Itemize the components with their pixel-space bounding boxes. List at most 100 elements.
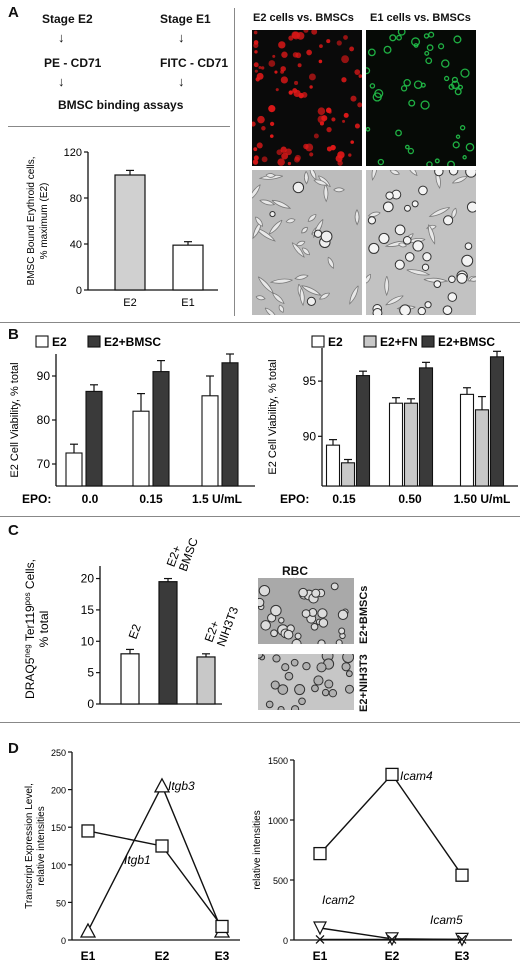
D-right-marker-icam4 [313, 846, 327, 861]
flow-arrow-4: ↓ [178, 74, 185, 89]
round-cell [298, 587, 308, 598]
cell-dot [343, 35, 348, 40]
D-left-series-label: Itgb1 [124, 853, 151, 867]
cell-dot [335, 154, 343, 162]
round-cell [345, 670, 353, 678]
D-left-y-tick-label: 200 [51, 786, 66, 796]
B-right-y-tick-label: 95 [303, 374, 317, 388]
cell-dot [268, 105, 276, 113]
c-bar [196, 656, 216, 705]
round-cell [298, 697, 306, 706]
round-cell [283, 629, 294, 640]
cell-dot [303, 30, 309, 33]
stromal-cell [301, 226, 308, 234]
chart-b-left: 70 80 90 E2 Cell Viability, % total E2 E2+BMS… [9, 335, 255, 506]
cell-dot [377, 158, 385, 166]
cell-dot [453, 35, 462, 44]
c-bar-label: E2+BMSC [164, 531, 201, 573]
fluorescence-image-e1 [366, 30, 476, 166]
B-right-legend-swatch [421, 335, 435, 348]
stromal-cell [303, 171, 309, 185]
D-right-marker-icam5 [457, 934, 467, 944]
round-cell [330, 582, 339, 591]
cell-dot [367, 48, 376, 57]
stromal-cell [428, 224, 436, 245]
D-left-y-tick-label: 250 [51, 748, 66, 758]
D-right-marker-icam4 [385, 767, 399, 782]
panel-letter-b: B [8, 326, 19, 343]
D-right-series-line [319, 773, 463, 876]
stromal-cell [257, 276, 275, 295]
stromal-cell [406, 269, 431, 276]
cell-dot [447, 160, 455, 166]
flow-stage-e2: Stage E2 [42, 12, 93, 26]
round-cell [448, 275, 456, 284]
chart-c-bar: 0 5 10 15 20 DRAQ5neg Ter119pos Cells,% total… [23, 531, 241, 711]
stromal-cell [385, 295, 404, 306]
flow-stage-e1: Stage E1 [160, 12, 211, 26]
round-cell [418, 185, 428, 196]
stromal-cell [299, 287, 305, 307]
cell-dot [293, 89, 301, 98]
cell-dot [308, 73, 316, 81]
phase-image-e1 [366, 170, 476, 315]
cell-dot [253, 155, 259, 161]
round-cell [338, 627, 346, 635]
D-left-series-label: Itgb3 [168, 779, 195, 793]
stromal-cell [278, 304, 284, 313]
fluorescence-image-e2 [252, 30, 362, 166]
round-cell [434, 170, 444, 177]
B-right-x-label: 0.15 [332, 492, 356, 506]
B-left-legend-swatch [35, 335, 49, 348]
cell-dot [341, 55, 350, 64]
round-cell [265, 700, 274, 709]
round-cell [411, 200, 419, 208]
stromal-cell [318, 292, 331, 300]
stromal-cell [371, 170, 378, 181]
round-cell [461, 254, 474, 267]
rbc-label: RBC [282, 564, 308, 578]
cell-dot [272, 54, 276, 58]
D-right-series-label: Icam4 [400, 769, 433, 783]
cell-dot [269, 121, 275, 126]
cell-dot [443, 75, 450, 82]
flow-divider [8, 126, 230, 127]
cell-dot [341, 77, 347, 83]
c-bar-label: E2 [126, 622, 144, 641]
D-right-y-tick-label: 500 [273, 876, 288, 886]
cell-dot [268, 60, 276, 67]
D-right-x-label: E2 [385, 949, 400, 962]
round-cell [281, 663, 290, 672]
stromal-cell [398, 242, 407, 248]
cell-dot [254, 69, 258, 73]
D-right-y-tick-label: 0 [283, 936, 288, 946]
stromal-cell [366, 273, 371, 285]
cell-dot [269, 134, 274, 138]
c-y-tick-label: 0 [87, 697, 94, 711]
B-left-x-label: 0.15 [139, 492, 163, 506]
B-left-y-tick-label: 80 [37, 413, 51, 427]
cell-dot [253, 40, 259, 45]
cell-dot [255, 77, 260, 82]
cell-dot [336, 40, 342, 46]
cell-dot [408, 99, 416, 107]
round-cell [368, 242, 380, 254]
cell-dot [396, 34, 402, 41]
c-bar [120, 653, 140, 705]
round-cell [258, 597, 265, 608]
cell-dot [407, 147, 415, 155]
stromal-cell [367, 211, 381, 217]
stromal-cell [307, 214, 317, 222]
B-left-y-tick-label: 70 [37, 457, 51, 471]
cell-dot [434, 158, 440, 164]
a-x-label: E2 [123, 297, 136, 309]
D-left-y-tick-label: 50 [56, 898, 66, 908]
round-cell [321, 688, 330, 697]
cell-dot [258, 65, 262, 70]
round-cell [277, 684, 289, 695]
B-right-bar [418, 367, 434, 487]
D-left-marker-itgb1 [81, 824, 95, 838]
chart-d-right: 0 500 1000 1500 Transcript Expression Level,… [250, 756, 512, 962]
cell-dot [349, 46, 355, 52]
round-cell [328, 688, 338, 698]
